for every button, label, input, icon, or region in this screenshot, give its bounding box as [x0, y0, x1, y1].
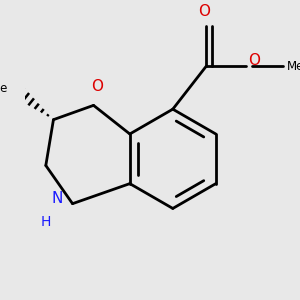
Text: O: O [198, 4, 210, 20]
Text: N: N [52, 191, 63, 206]
Text: O: O [92, 79, 104, 94]
Text: Me: Me [0, 82, 9, 95]
Text: O: O [248, 53, 260, 68]
Text: H: H [40, 215, 51, 229]
Text: Me: Me [287, 60, 300, 73]
